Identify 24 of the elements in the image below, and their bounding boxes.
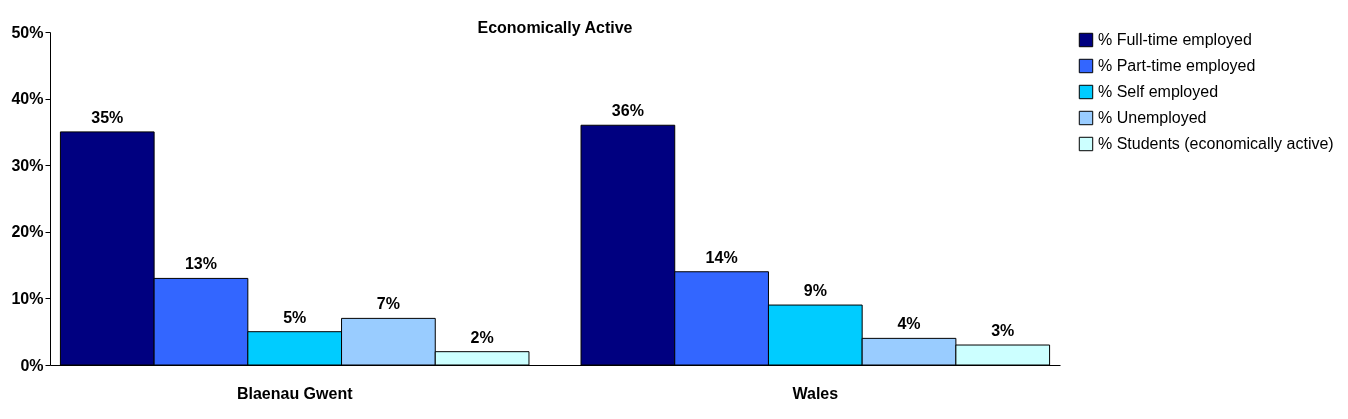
data-label: 5% xyxy=(283,308,307,326)
y-tick-label: 30% xyxy=(11,156,44,174)
data-label: 4% xyxy=(897,315,921,333)
data-label: 9% xyxy=(803,282,827,300)
y-tick-label: 40% xyxy=(11,90,44,108)
legend-label: % Unemployed xyxy=(1098,109,1207,126)
data-label: 2% xyxy=(470,328,494,346)
y-tick-label: 10% xyxy=(11,289,44,307)
data-label: 13% xyxy=(184,255,217,273)
data-label: 14% xyxy=(705,248,738,266)
x-tick-label: Blaenau Gwent xyxy=(236,384,354,402)
data-label: 7% xyxy=(376,295,400,313)
chart-title: Economically Active xyxy=(477,19,633,36)
legend-label: % Self employed xyxy=(1098,83,1219,100)
data-label: 36% xyxy=(611,102,644,120)
data-label: 35% xyxy=(91,108,124,126)
legend-label: % Students (economically active) xyxy=(1098,135,1334,152)
legend-label: % Full-time employed xyxy=(1098,31,1252,48)
legend-label: % Part-time employed xyxy=(1098,57,1256,74)
y-tick-label: 20% xyxy=(11,223,44,241)
data-label: 3% xyxy=(991,322,1015,340)
y-tick-label: 0% xyxy=(20,356,44,374)
x-tick-label: Wales xyxy=(792,384,839,402)
y-tick-label: 50% xyxy=(11,23,44,41)
